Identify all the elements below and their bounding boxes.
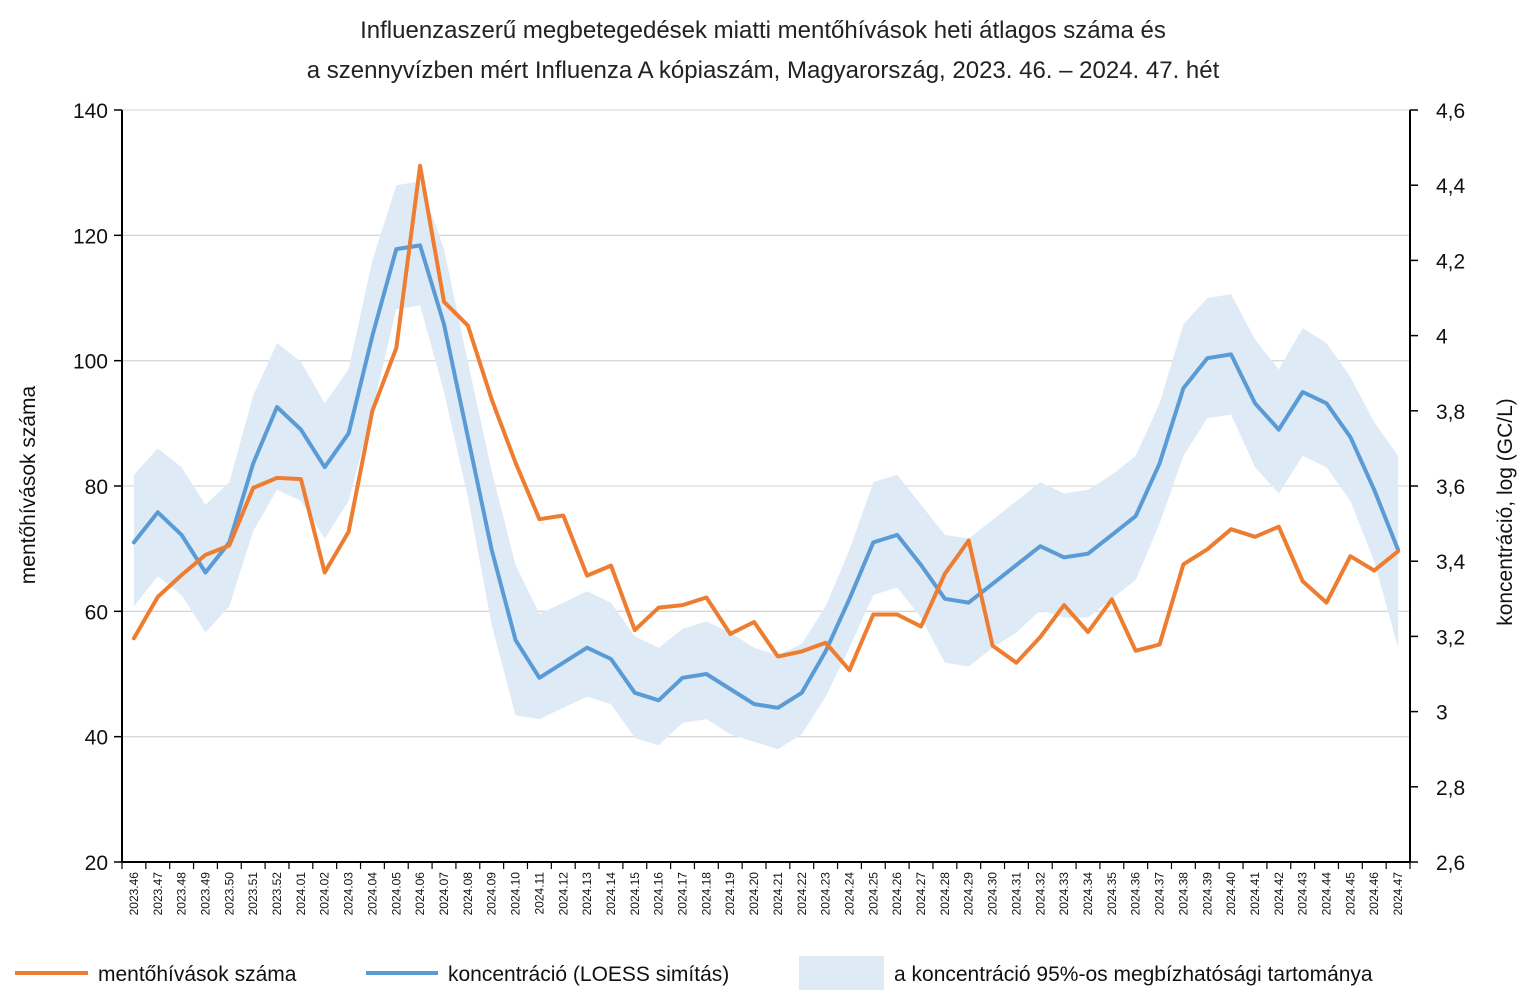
- right-tick-label: 2,6: [1436, 852, 1465, 875]
- x-tick-label: 2024.39: [1200, 872, 1214, 916]
- x-tick-label: 2024.40: [1224, 872, 1238, 916]
- x-tick-label: 2024.30: [986, 872, 1000, 916]
- right-tick-label: 4,2: [1436, 250, 1465, 273]
- x-tick-label: 2024.12: [556, 872, 570, 916]
- x-tick-label: 2024.05: [389, 872, 403, 916]
- x-tick-label: 2024.13: [580, 872, 594, 916]
- x-tick-label: 2024.36: [1129, 872, 1143, 916]
- left-tick-label: 20: [85, 852, 108, 875]
- left-tick-label: 80: [85, 476, 108, 499]
- legend-label-band: a koncentráció 95%-os megbízhatósági tar…: [894, 963, 1373, 986]
- x-tick-label: 2024.06: [413, 872, 427, 916]
- x-tick-label: 2024.28: [938, 872, 952, 916]
- x-tick-label: 2024.19: [723, 872, 737, 916]
- x-tick-label: 2024.18: [699, 872, 713, 916]
- confidence-band: [133, 181, 1399, 750]
- x-tick-label: 2024.10: [509, 872, 523, 916]
- confidence-band-layer: [133, 181, 1399, 750]
- x-tick-label: 2024.41: [1248, 872, 1262, 916]
- x-tick-label: 2024.32: [1033, 872, 1047, 916]
- x-tick-label: 2024.07: [437, 872, 451, 916]
- x-tick-label: 2024.44: [1320, 872, 1334, 916]
- x-tick-label: 2024.25: [866, 872, 880, 916]
- chart-title-line1: Influenzaszerű megbetegedések miatti men…: [360, 17, 1166, 44]
- x-tick-label: 2024.23: [819, 872, 833, 916]
- right-axis-ticks: 2,6 2,8 3 3,2 3,4 3,6 3,8 4 4,2 4,4 4,6: [1410, 100, 1466, 875]
- x-tick-label: 2024.46: [1367, 872, 1381, 916]
- x-tick-label: 2023.48: [175, 872, 189, 916]
- x-tick-label: 2024.34: [1081, 872, 1095, 916]
- legend-swatch-band: [799, 956, 884, 990]
- x-tick-label: 2023.46: [127, 872, 141, 916]
- x-tick-label: 2024.31: [1009, 872, 1023, 916]
- x-tick-label: 2024.22: [795, 872, 809, 916]
- right-tick-label: 3: [1436, 702, 1448, 725]
- x-tick-label: 2024.16: [652, 872, 666, 916]
- x-tick-label: 2024.11: [532, 872, 546, 915]
- x-tick-label: 2024.47: [1391, 872, 1405, 916]
- x-tick-label: 2023.52: [270, 872, 284, 916]
- x-tick-label: 2024.17: [676, 872, 690, 916]
- left-tick-label: 140: [73, 100, 108, 123]
- x-tick-label: 2024.08: [461, 872, 475, 916]
- x-tick-label: 2024.01: [294, 872, 308, 916]
- x-tick-label: 2024.29: [962, 872, 976, 916]
- x-tick-label: 2024.26: [890, 872, 904, 916]
- right-tick-label: 3,6: [1436, 476, 1465, 499]
- right-tick-label: 4,4: [1436, 175, 1466, 198]
- calls-line: [131, 163, 1401, 673]
- x-axis-ticks: 2023.46 2023.47 2023.48 2023.49 2023.50 2023.…: [121, 862, 1411, 916]
- right-tick-label: 3,2: [1436, 626, 1465, 649]
- legend-label-concentration: koncentráció (LOESS simítás): [448, 963, 729, 986]
- right-tick-label: 4: [1436, 326, 1448, 349]
- right-tick-label: 4,6: [1436, 100, 1465, 123]
- x-tick-label: 2024.35: [1105, 872, 1119, 916]
- x-tick-label: 2024.42: [1272, 872, 1286, 916]
- x-tick-label: 2023.50: [222, 872, 236, 916]
- right-tick-label: 3,4: [1436, 551, 1466, 574]
- x-tick-label: 2024.27: [914, 872, 928, 916]
- x-tick-label: 2023.47: [151, 872, 165, 916]
- concentration-line: [131, 243, 1401, 710]
- x-tick-label: 2024.09: [485, 872, 499, 916]
- x-tick-label: 2023.49: [198, 872, 212, 916]
- left-axis-ticks: 20 40 60 80 100 120 140: [73, 100, 122, 875]
- x-tick-label: 2024.14: [604, 872, 618, 916]
- x-tick-label: 2024.24: [842, 872, 856, 916]
- x-tick-label: 2024.21: [771, 872, 785, 916]
- x-tick-label: 2024.38: [1176, 872, 1190, 916]
- legend: mentőhívások száma koncentráció (LOESS s…: [15, 956, 1373, 990]
- y-axis-right-label: koncentráció, log (GC/L): [1494, 398, 1517, 626]
- x-tick-label: 2023.51: [246, 872, 260, 916]
- x-tick-label: 2024.37: [1153, 872, 1167, 916]
- y-axis-left-label: mentőhívások száma: [17, 385, 40, 584]
- legend-label-calls: mentőhívások száma: [98, 963, 297, 986]
- x-tick-label: 2024.02: [318, 872, 332, 916]
- right-tick-label: 3,8: [1436, 401, 1465, 424]
- series-lines-layer: [131, 163, 1401, 710]
- x-tick-label: 2024.15: [628, 872, 642, 916]
- x-tick-label: 2024.45: [1343, 872, 1357, 916]
- left-tick-label: 40: [85, 727, 108, 750]
- chart-title-line2: a szennyvízben mért Influenza A kópiaszá…: [307, 57, 1220, 84]
- left-tick-label: 60: [85, 601, 108, 624]
- left-tick-label: 100: [73, 351, 108, 374]
- x-tick-label: 2024.33: [1057, 872, 1071, 916]
- x-tick-label: 2024.43: [1296, 872, 1310, 916]
- left-tick-label: 120: [73, 225, 108, 248]
- x-tick-label: 2024.04: [365, 872, 379, 916]
- right-tick-label: 2,8: [1436, 777, 1465, 800]
- x-tick-label: 2024.03: [342, 872, 356, 916]
- x-tick-label: 2024.20: [747, 872, 761, 916]
